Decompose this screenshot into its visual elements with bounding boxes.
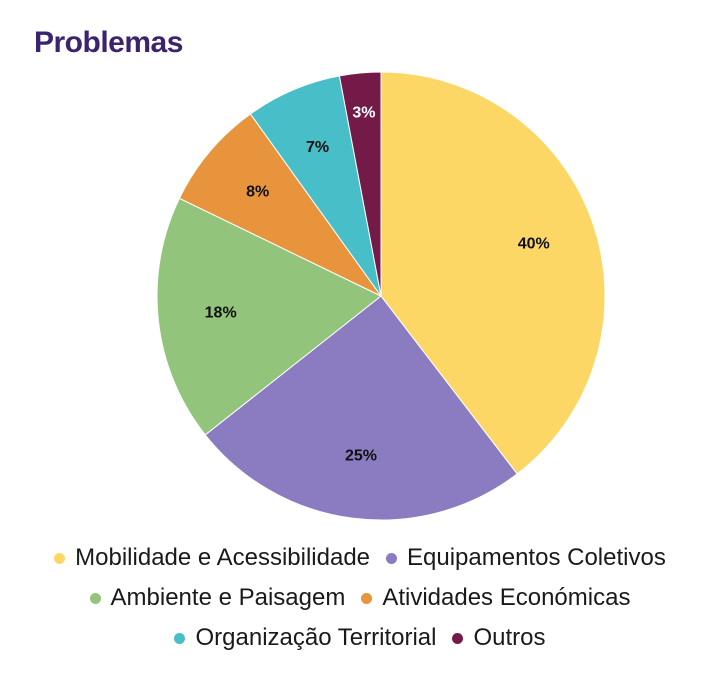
- legend-label: Mobilidade e Acessibilidade: [75, 544, 371, 571]
- legend-item-ambiente: Ambiente e Paisagem: [89, 584, 346, 612]
- pie-slice: [204, 295, 518, 521]
- legend-dot-icon: [174, 632, 186, 644]
- legend-label: Organização Territorial: [195, 624, 437, 651]
- legend-item-outros: Outros: [452, 624, 546, 652]
- legend-label: Ambiente e Paisagem: [110, 584, 346, 611]
- pie-slice: [178, 113, 382, 297]
- legend-dot-icon: [54, 552, 66, 564]
- legend-row: Mobilidade e Acessibilidade Equipamentos…: [0, 538, 720, 578]
- legend-row: Ambiente e Paisagem Atividades Económica…: [0, 578, 720, 618]
- chart-title: Problemas: [34, 26, 183, 59]
- slice-data-label: 7%: [306, 139, 329, 156]
- legend-item-atividades: Atividades Económicas: [361, 584, 630, 612]
- slice-data-label: 40%: [518, 235, 550, 252]
- legend: Mobilidade e Acessibilidade Equipamentos…: [0, 538, 720, 658]
- legend-label: Atividades Económicas: [382, 584, 631, 611]
- legend-dot-icon: [89, 592, 101, 604]
- pie-slice: [380, 71, 606, 475]
- slice-data-label: 18%: [205, 305, 237, 322]
- pie-slice: [156, 197, 382, 436]
- legend-item-organizacao: Organização Territorial: [174, 624, 436, 652]
- legend-label: Equipamentos Coletivos: [407, 544, 666, 571]
- legend-row: Organização Territorial Outros: [0, 618, 720, 658]
- legend-dot-icon: [386, 552, 398, 564]
- slice-data-label: 3%: [352, 104, 375, 121]
- legend-item-mobilidade: Mobilidade e Acessibilidade: [54, 544, 370, 572]
- legend-dot-icon: [361, 592, 373, 604]
- pie-slice: [338, 71, 382, 297]
- legend-dot-icon: [452, 632, 464, 644]
- slice-data-label: 25%: [345, 447, 377, 464]
- legend-item-equipamentos: Equipamentos Coletivos: [386, 544, 666, 572]
- legend-label: Outros: [473, 624, 546, 651]
- slice-data-label: 8%: [246, 183, 269, 200]
